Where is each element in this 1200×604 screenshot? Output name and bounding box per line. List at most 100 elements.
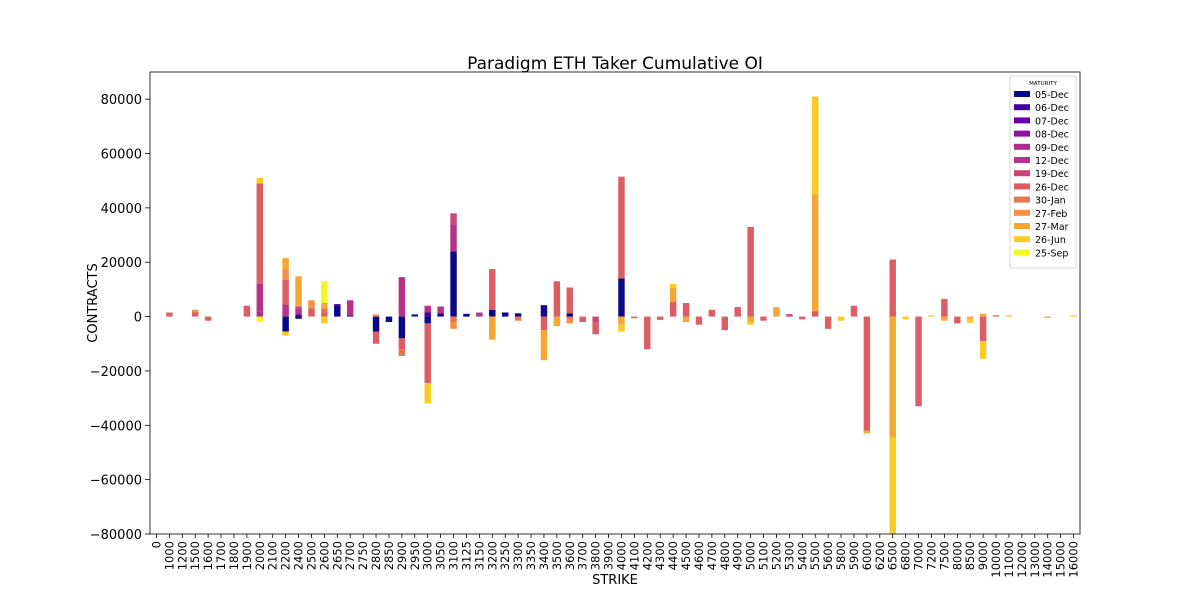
- bar-3000-26-Dec: [424, 323, 431, 384]
- y-tick-label: −20000: [90, 365, 142, 380]
- y-tick-label: −40000: [90, 419, 142, 434]
- x-tick-label: 5500: [808, 541, 822, 570]
- bar-2500-26-Dec: [308, 308, 315, 317]
- bar-14000-27-Mar: [1044, 316, 1051, 318]
- bar-4200-26-Dec: [644, 316, 651, 350]
- legend-label: 09-Dec: [1035, 143, 1069, 154]
- bar-2400-27-Mar: [295, 276, 302, 307]
- x-tick-label: 4200: [640, 541, 654, 570]
- x-tick-label: 1800: [227, 541, 241, 570]
- legend-label: 25-Sep: [1035, 248, 1068, 259]
- bar-2850-05-Dec: [385, 316, 393, 323]
- x-tick-label: 5400: [795, 541, 809, 570]
- x-tick-label: 2950: [408, 541, 422, 570]
- bar-2200-27-Mar: [282, 258, 289, 270]
- x-tick-label: 3800: [589, 541, 603, 570]
- x-tick-label: 3600: [563, 541, 577, 570]
- x-tick-label: 5300: [782, 541, 796, 570]
- bar-3500-27-Mar: [553, 316, 561, 327]
- legend: MATURITY 05-Dec 06-Dec 07-Dec 08-Dec 09-Dec 12…: [1009, 75, 1077, 269]
- legend-label: 07-Dec: [1035, 116, 1069, 127]
- bar-2800-26-Dec: [372, 331, 380, 344]
- bar-2700-05-Dec: [346, 315, 354, 317]
- x-tick-label: 4900: [731, 541, 745, 570]
- x-tick-label: 0: [149, 541, 163, 548]
- bar-3100-30-Jan: [450, 316, 457, 323]
- x-tick-label: 2850: [382, 541, 396, 570]
- bar-2900-12-Dec: [398, 277, 406, 317]
- x-tick-label: 5000: [744, 541, 758, 570]
- bar-3000-26-Jun: [424, 383, 431, 404]
- x-tick-label: 5200: [769, 541, 783, 570]
- bar-4500-27-Mar: [682, 316, 690, 323]
- bar-3600-26-Dec: [566, 287, 574, 314]
- x-tick-label: 4600: [692, 541, 706, 570]
- bar-4800-26-Dec: [721, 316, 729, 331]
- legend-swatch: [1014, 91, 1030, 97]
- bars-group: [166, 96, 1077, 534]
- legend-swatch: [1014, 236, 1030, 243]
- legend-swatch: [1014, 104, 1030, 111]
- x-tick-label: 3100: [447, 541, 461, 570]
- x-tick-label: 2900: [395, 541, 409, 570]
- bar-11000-26-Jun: [1005, 315, 1013, 317]
- legend-swatch: [1014, 170, 1030, 177]
- bar-6000-26-Dec: [863, 316, 871, 431]
- bar-2000-09-Dec: [256, 311, 264, 317]
- x-tick-label: 6000: [860, 541, 874, 570]
- legend-swatch: [1014, 223, 1030, 229]
- bar-1500-27-Feb: [191, 309, 199, 313]
- bar-2800-05-Dec: [372, 316, 380, 332]
- bar-1600-26-Dec: [204, 316, 212, 321]
- x-tick-label: 2750: [356, 541, 370, 570]
- bar-3100-19-Dec: [450, 213, 457, 225]
- bar-16000-26-Jun: [1070, 315, 1077, 317]
- x-tick-label: 2500: [304, 541, 318, 570]
- x-tick-label: 1900: [240, 541, 254, 570]
- x-tick-label: 3500: [550, 541, 564, 570]
- bar-7000-26-Dec: [915, 316, 922, 407]
- x-tick-label: 8500: [963, 541, 977, 570]
- bar-4000-27-Mar: [618, 316, 625, 325]
- x-tick-label: 3400: [537, 541, 551, 570]
- legend-swatch: [1014, 143, 1030, 150]
- bar-3250-05-Dec: [501, 312, 509, 317]
- bar-2400-12-Dec: [295, 308, 302, 315]
- x-tick-label: 3125: [459, 541, 473, 570]
- x-tick-label: 16000: [1067, 541, 1081, 578]
- bar-3100-05-Dec: [450, 251, 457, 317]
- y-tick-label: 60000: [101, 148, 142, 163]
- x-tick-label: 5900: [847, 541, 861, 570]
- legend-label: 27-Feb: [1035, 209, 1067, 220]
- x-tick-label: 4800: [718, 541, 732, 570]
- x-tick-label: 10000: [989, 541, 1003, 578]
- bar-5900-26-Dec: [850, 305, 858, 317]
- x-tick-label: 5800: [834, 541, 848, 570]
- x-tick-label: 2100: [266, 541, 280, 570]
- bar-5400-26-Dec: [799, 316, 806, 320]
- bar-2400-19-Dec: [295, 306, 302, 309]
- bar-3500-26-Dec: [553, 281, 561, 317]
- bar-2950-05-Dec: [411, 314, 419, 317]
- bar-3300-30-Jan: [514, 316, 522, 321]
- bar-2600-26-Dec: [321, 312, 328, 317]
- x-tick-label: 3300: [511, 541, 525, 570]
- legend-label: 06-Dec: [1035, 103, 1069, 114]
- x-axis-label: STRIKE: [592, 573, 638, 588]
- x-tick-label: 4100: [627, 541, 641, 570]
- legend-swatch: [1014, 249, 1030, 256]
- bar-3125-05-Dec: [463, 313, 470, 317]
- bar-3400-27-Mar: [540, 330, 548, 361]
- legend-label: 27-Mar: [1035, 222, 1069, 233]
- x-tick-label: 2800: [369, 541, 383, 570]
- x-tick-label: 9000: [976, 541, 990, 570]
- bar-4100-26-Dec: [631, 316, 638, 319]
- bar-8000-26-Dec: [954, 316, 961, 324]
- bar-7500-27-Mar: [941, 316, 948, 321]
- bar-4500-26-Dec: [682, 303, 690, 317]
- legend-swatch: [1014, 117, 1030, 124]
- bar-3150-12-Dec: [476, 312, 483, 317]
- bar-2200-26-Dec: [282, 279, 289, 305]
- x-tick-label: 4500: [679, 541, 693, 570]
